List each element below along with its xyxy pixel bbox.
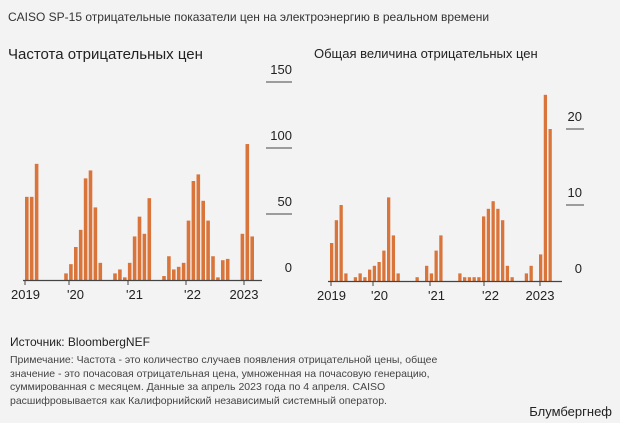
bar: [191, 181, 196, 280]
bar: [196, 174, 201, 280]
bar: [543, 94, 548, 281]
bar: [344, 273, 348, 281]
bar: [201, 200, 205, 280]
bar: [467, 277, 472, 281]
bar: [482, 216, 486, 281]
bar: [98, 262, 103, 280]
x-tick-label: '22: [482, 288, 499, 303]
total-magnitude-chart: 0 10 20 2019 '20 '21 '22 2023: [317, 94, 584, 303]
x-tick-label: '21: [126, 287, 143, 302]
bar: [211, 256, 215, 280]
bar: [510, 277, 514, 281]
x-tick-label: 2019: [317, 288, 346, 303]
bar: [93, 207, 98, 280]
bar: [524, 273, 529, 281]
bar: [334, 220, 339, 281]
y-tick-label: 0: [285, 260, 292, 275]
y-tick-label: 0: [575, 261, 582, 276]
x-tick-label: '20: [371, 288, 388, 303]
bar: [377, 262, 381, 281]
bar: [396, 273, 400, 281]
bar: [529, 265, 533, 281]
bar: [181, 262, 186, 280]
bar: [123, 277, 127, 280]
source-text: Источник: BloombergNEF: [10, 335, 150, 349]
y-tick-label: 100: [270, 128, 292, 143]
bar: [88, 170, 93, 280]
bar: [463, 277, 467, 281]
x-tick-label: '22: [184, 287, 201, 302]
bar: [458, 273, 462, 281]
bar: [387, 197, 391, 281]
bar: [363, 277, 367, 281]
bar: [353, 277, 358, 281]
bar: [339, 205, 343, 281]
bar: [118, 269, 122, 280]
left-panel-title: Частота отрицательных цен: [8, 46, 203, 63]
bar: [429, 273, 434, 281]
bar: [142, 233, 147, 280]
bar: [29, 196, 34, 280]
bar: [64, 273, 68, 280]
bar: [505, 265, 510, 281]
bar: [391, 235, 396, 281]
bar: [491, 201, 495, 281]
bar: [25, 196, 29, 280]
x-tick-label: 2023: [526, 288, 555, 303]
bar: [74, 247, 78, 280]
bar: [113, 273, 117, 280]
y-tick-label: 10: [568, 185, 582, 200]
y-tick-label: 150: [270, 62, 292, 77]
bar: [358, 273, 362, 281]
frequency-chart: 0 50 100 150 2019 '20 '21 '22 2023: [11, 62, 292, 302]
bar: [83, 178, 88, 280]
bar: [240, 233, 245, 280]
bar: [434, 250, 438, 281]
bar: [132, 236, 137, 280]
bar: [250, 236, 254, 280]
bar: [472, 277, 476, 281]
x-tick-label: '21: [428, 288, 445, 303]
bar: [221, 260, 225, 280]
chart-main-title: CAISO SP-15 отрицательные показатели цен…: [8, 10, 490, 24]
bar: [127, 262, 132, 280]
bar: [372, 265, 377, 281]
y-tick-label: 20: [568, 109, 582, 124]
bar: [176, 266, 181, 280]
bar: [225, 258, 230, 280]
bar: [425, 265, 429, 281]
bar: [162, 276, 166, 280]
bar: [496, 208, 500, 281]
bar: [477, 277, 481, 281]
note-text: Примечание: Частота - это количество слу…: [10, 354, 438, 407]
bar: [439, 235, 443, 281]
right-panel-title: Общая величина отрицательных цен: [314, 46, 538, 61]
x-tick-label: 2023: [230, 287, 259, 302]
brand-logo-text: Блумбергнеф: [529, 404, 612, 419]
bar: [415, 277, 419, 281]
bar: [501, 220, 505, 281]
bar: [382, 250, 386, 281]
bar: [216, 277, 220, 280]
bar: [69, 264, 73, 280]
bar: [206, 220, 210, 280]
bar: [172, 269, 176, 280]
bar: [368, 269, 372, 281]
bar: [486, 208, 491, 281]
bar: [34, 163, 39, 280]
bar: [330, 243, 334, 281]
bar: [167, 256, 171, 280]
bar: [186, 220, 191, 280]
bar: [548, 129, 552, 281]
bar: [539, 254, 543, 281]
x-tick-label: '20: [67, 287, 84, 302]
bar: [78, 229, 83, 280]
bar: [137, 216, 142, 280]
y-tick-label: 50: [278, 194, 292, 209]
bar: [147, 198, 152, 280]
x-tick-label: 2019: [11, 287, 40, 302]
bar: [245, 144, 250, 280]
